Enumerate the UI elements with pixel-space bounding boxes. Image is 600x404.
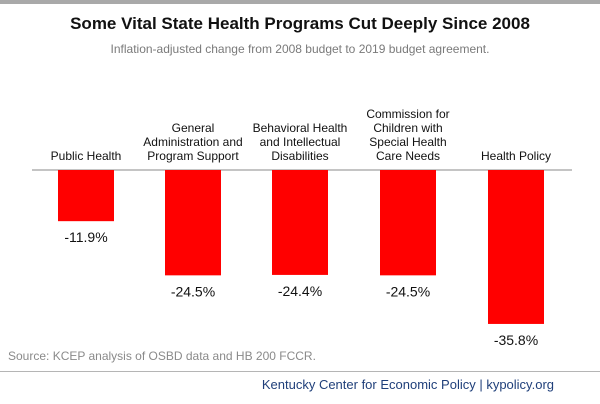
data-label-3: -24.4%: [278, 283, 322, 299]
category-label-4: Commission for Children with Special Healt…: [346, 107, 470, 163]
bar-3: [272, 170, 328, 275]
category-label-1: Public Health: [24, 149, 148, 163]
category-label-line: Disabilities: [271, 149, 329, 163]
category-label-line: Health Policy: [480, 149, 552, 163]
category-label-line: Special Health: [369, 135, 447, 149]
category-label-line: Children with: [373, 121, 443, 135]
category-label-2: General Administration and Program Support: [131, 121, 255, 163]
bar-5: [488, 170, 544, 324]
category-label-5: Health Policy: [454, 149, 578, 163]
data-label-5: -35.8%: [494, 332, 538, 348]
chart-subtitle: Inflation-adjusted change from 2008 budg…: [110, 42, 490, 56]
category-label-line: Commission for: [366, 107, 450, 121]
category-label-line: General: [171, 121, 215, 135]
category-label-line: Program Support: [147, 149, 239, 163]
category-label-line: and Intellectual: [259, 135, 341, 149]
category-label-line: Care Needs: [375, 149, 441, 163]
data-label-1: -11.9%: [64, 229, 107, 245]
category-label-line: Administration and: [143, 135, 243, 149]
category-label-line: Public Health: [50, 149, 122, 163]
category-label-line: Behavioral Health: [252, 121, 348, 135]
bar-2: [165, 170, 221, 276]
category-label-3: Behavioral Health and Intellectual Disabil…: [238, 121, 362, 163]
data-label-4: -24.5%: [386, 283, 430, 299]
bottom-rule: [0, 371, 600, 372]
bar-4: [380, 170, 436, 276]
footer-credit: Kentucky Center for Economic Policy | ky…: [261, 377, 554, 392]
top-rule: [0, 0, 600, 4]
chart-title: Some Vital State Health Programs Cut Dee…: [70, 14, 530, 33]
source-note: Source: KCEP analysis of OSBD data and H…: [8, 349, 316, 363]
data-label-2: -24.5%: [171, 283, 215, 299]
bar-1: [58, 170, 114, 222]
